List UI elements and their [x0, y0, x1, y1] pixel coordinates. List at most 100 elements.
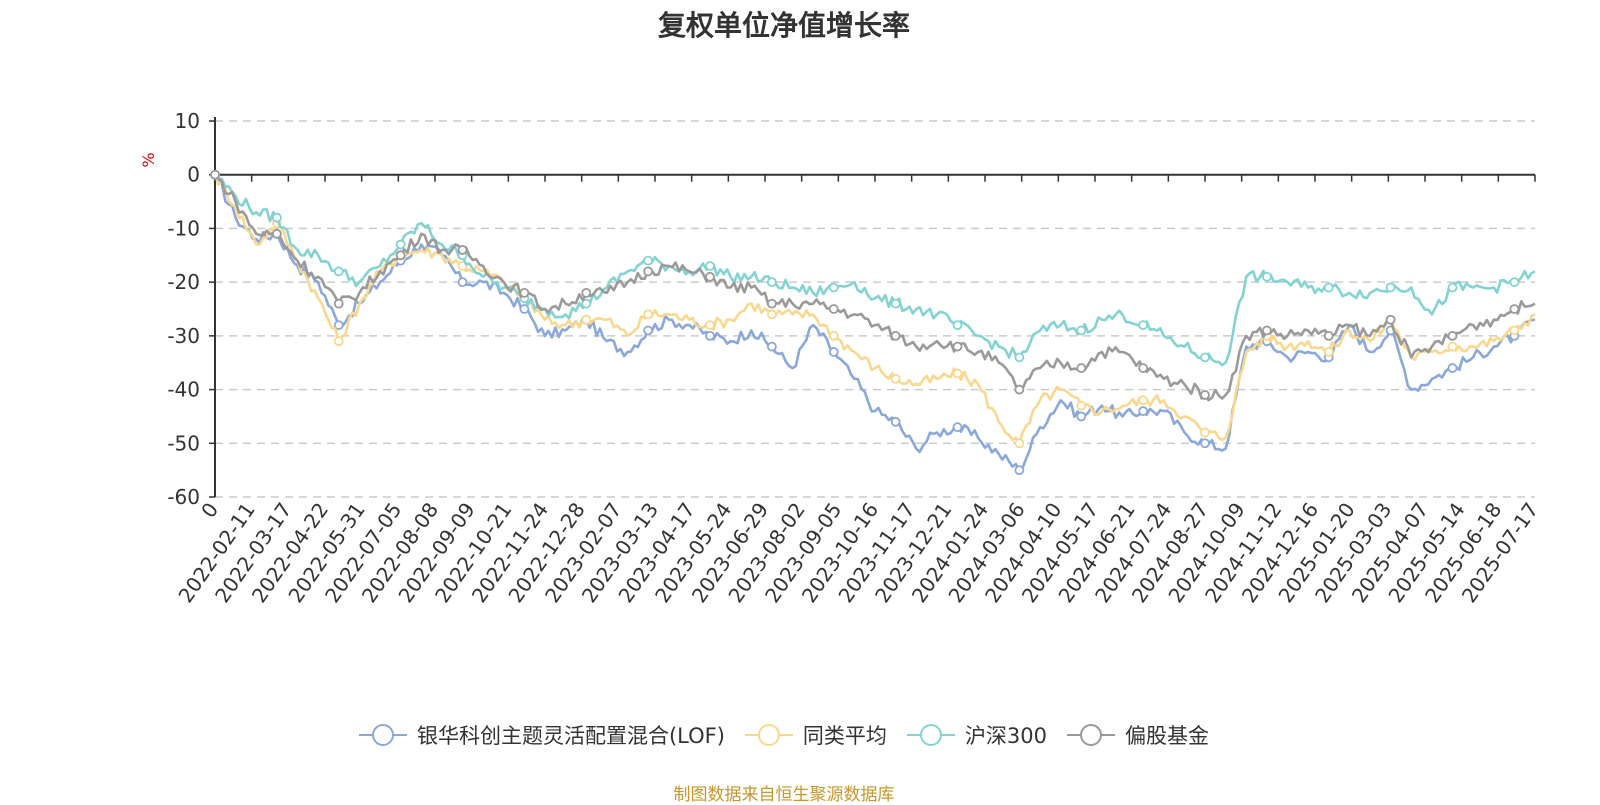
data-point[interactable]: [1447, 330, 1458, 341]
legend-marker-icon: [744, 724, 793, 746]
data-point[interactable]: [828, 304, 839, 314]
data-point[interactable]: [705, 271, 715, 282]
data-point[interactable]: [1385, 314, 1396, 325]
data-point[interactable]: [1014, 352, 1025, 363]
y-tick-label: 0: [187, 163, 200, 187]
data-point[interactable]: [643, 309, 654, 320]
data-point[interactable]: [1200, 427, 1210, 438]
legend-item[interactable]: 银华科创主题灵活配置混合(LOF): [358, 720, 725, 750]
data-point[interactable]: [519, 304, 530, 314]
axes: 100-10-20-30-40-50-6002022-02-112022-03-…: [167, 109, 1543, 607]
data-point[interactable]: [395, 250, 406, 261]
data-point[interactable]: [952, 368, 963, 379]
legend-item[interactable]: 沪深300: [906, 720, 1048, 750]
source-note: 制图数据来自恒生聚源数据库: [673, 785, 895, 805]
data-point[interactable]: [1261, 325, 1272, 336]
data-point[interactable]: [1447, 341, 1458, 352]
data-point[interactable]: [890, 416, 901, 427]
data-point[interactable]: [766, 277, 777, 288]
data-point[interactable]: [333, 266, 344, 277]
data-point[interactable]: [1385, 282, 1396, 293]
data-point[interactable]: [1076, 400, 1087, 411]
data-point[interactable]: [890, 298, 901, 309]
data-point[interactable]: [705, 320, 715, 331]
data-point[interactable]: [766, 309, 777, 320]
data-point[interactable]: [952, 341, 963, 352]
data-point[interactable]: [952, 422, 963, 433]
data-point[interactable]: [1200, 438, 1210, 449]
data-point[interactable]: [1200, 390, 1210, 400]
data-point[interactable]: [1138, 320, 1149, 331]
data-point[interactable]: [705, 330, 715, 341]
y-axis-unit-label: %: [139, 152, 158, 167]
data-point[interactable]: [1447, 363, 1458, 373]
data-point[interactable]: [333, 298, 344, 309]
data-point[interactable]: [643, 266, 654, 277]
y-tick-label: 10: [175, 109, 200, 133]
data-point[interactable]: [1076, 411, 1087, 422]
data-point[interactable]: [271, 228, 282, 239]
data-point[interactable]: [1509, 304, 1520, 314]
y-tick-label: -40: [167, 378, 200, 402]
data-point[interactable]: [952, 320, 963, 331]
legend-marker-icon: [358, 724, 407, 746]
legend-label: 银华科创主题灵活配置混合(LOF): [416, 724, 725, 748]
data-point[interactable]: [581, 287, 592, 298]
legend-label: 偏股基金: [1125, 724, 1210, 748]
data-point[interactable]: [1076, 363, 1087, 373]
data-point[interactable]: [828, 282, 839, 293]
data-point[interactable]: [271, 212, 282, 223]
y-tick-label: -10: [167, 216, 200, 240]
data-point[interactable]: [457, 277, 468, 288]
data-point[interactable]: [457, 245, 468, 255]
data-point[interactable]: [333, 336, 344, 347]
data-point[interactable]: [1509, 325, 1520, 336]
data-point[interactable]: [581, 298, 592, 309]
data-point[interactable]: [1014, 384, 1025, 395]
data-point[interactable]: [1200, 352, 1210, 363]
data-point[interactable]: [828, 330, 839, 341]
data-point[interactable]: [890, 373, 901, 384]
series-line[interactable]: [214, 173, 1536, 472]
series-lines: [210, 169, 1536, 476]
series-line[interactable]: [213, 174, 1536, 445]
data-point[interactable]: [643, 325, 654, 336]
data-point[interactable]: [1447, 282, 1458, 293]
data-point[interactable]: [519, 287, 530, 298]
data-point[interactable]: [1323, 330, 1334, 341]
data-point[interactable]: [1014, 465, 1025, 476]
data-point[interactable]: [210, 169, 220, 180]
data-point[interactable]: [1014, 438, 1025, 449]
legend-label: 同类平均: [802, 724, 887, 748]
legend: 银华科创主题灵活配置混合(LOF) 同类平均 沪深300 偏股基金: [0, 720, 1568, 750]
legend-marker-icon: [906, 724, 955, 746]
data-point[interactable]: [766, 298, 777, 309]
data-point[interactable]: [395, 239, 406, 250]
data-point[interactable]: [705, 261, 715, 271]
y-tick-label: -60: [167, 485, 200, 509]
data-point[interactable]: [333, 320, 344, 331]
legend-item[interactable]: 同类平均: [744, 720, 887, 750]
data-point[interactable]: [1323, 282, 1334, 293]
data-point[interactable]: [890, 330, 901, 341]
data-point[interactable]: [1138, 363, 1149, 373]
y-tick-label: -50: [167, 431, 200, 455]
data-point[interactable]: [1076, 325, 1087, 336]
data-point[interactable]: [581, 314, 592, 325]
data-point[interactable]: [1138, 406, 1149, 416]
data-point[interactable]: [643, 255, 654, 266]
data-point[interactable]: [1138, 395, 1149, 406]
series-line[interactable]: [214, 173, 1536, 402]
data-point[interactable]: [1509, 277, 1520, 288]
data-point[interactable]: [828, 347, 839, 357]
line-chart: 100-10-20-30-40-50-6002022-02-112022-03-…: [139, 109, 1543, 607]
legend-item[interactable]: 偏股基金: [1067, 720, 1209, 750]
data-point[interactable]: [766, 341, 777, 352]
y-tick-label: -20: [167, 270, 200, 294]
gridlines: [215, 120, 1535, 498]
legend-label: 沪深300: [964, 724, 1048, 748]
y-tick-label: -30: [167, 324, 200, 348]
data-point[interactable]: [1323, 347, 1334, 357]
legend-marker-icon: [1067, 724, 1116, 746]
data-point[interactable]: [1261, 271, 1272, 282]
